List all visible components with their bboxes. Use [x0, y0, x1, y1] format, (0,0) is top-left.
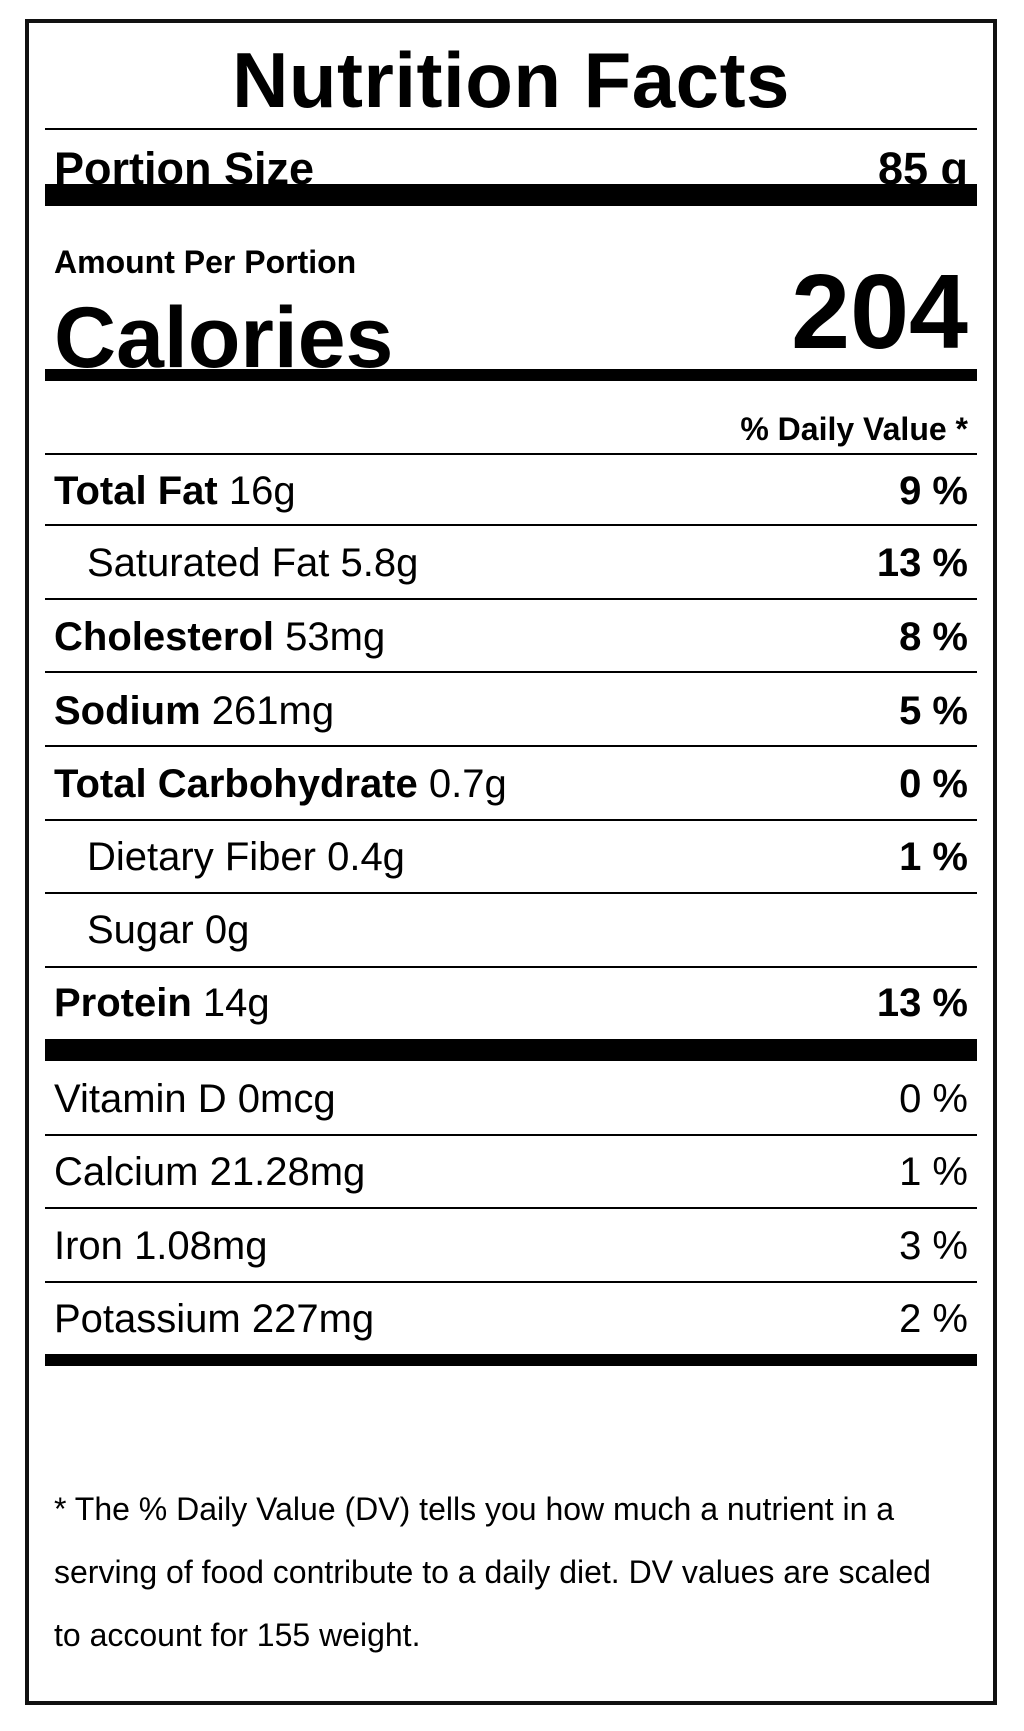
- nutrient-name: Dietary Fiber: [87, 835, 316, 879]
- nutrient-dv: 9 %: [899, 469, 968, 513]
- divider: [45, 745, 977, 747]
- thick-divider: [45, 184, 977, 206]
- medium-divider: [45, 369, 977, 381]
- divider: [45, 892, 977, 894]
- footnote: * The % Daily Value (DV) tells you how m…: [54, 1491, 931, 1653]
- divider: [45, 1207, 977, 1209]
- divider: [45, 524, 977, 526]
- nutrient-amount: 5.8g: [340, 541, 419, 585]
- nutrient-name: Iron: [54, 1224, 123, 1268]
- nutrient-dv: 1 %: [899, 835, 968, 879]
- nutrient-name: Potassium: [54, 1297, 241, 1341]
- nutrient-dv: 3 %: [899, 1224, 968, 1268]
- nutrient-dv: 1 %: [899, 1150, 968, 1194]
- nutrient-amount: 227mg: [251, 1297, 375, 1341]
- nutrient-row-saturated-fat: Saturated Fat 5.8g: [87, 543, 418, 583]
- micronutrient-row-vitamin-d: Vitamin D 0mcg: [54, 1079, 336, 1119]
- nutrient-name: Vitamin D: [54, 1077, 227, 1121]
- divider: [45, 128, 977, 130]
- divider: [45, 819, 977, 821]
- calories-value: 204: [791, 253, 968, 371]
- nutrient-amount: 53mg: [285, 615, 386, 659]
- nutrient-amount: 1.08mg: [134, 1224, 268, 1268]
- nutrient-amount: 21.28mg: [209, 1150, 366, 1194]
- nutrient-amount: 0.7g: [428, 762, 507, 806]
- nutrient-name: Saturated Fat: [87, 541, 330, 585]
- nutrient-amount: 0mcg: [237, 1077, 336, 1121]
- daily-value-header: % Daily Value *: [740, 411, 968, 447]
- nutrient-name: Sodium: [54, 689, 201, 733]
- nutrition-facts-label: Nutrition Facts Portion Size 85 g Amount…: [25, 19, 997, 1705]
- nutrient-dv: 8 %: [899, 615, 968, 659]
- nutrient-row-total-carbohydrate: Total Carbohydrate 0.7g: [54, 764, 507, 804]
- medium-divider: [45, 1354, 977, 1366]
- nutrient-row-sugar: Sugar 0g: [87, 910, 249, 950]
- calories-label: Calories: [54, 290, 394, 386]
- nutrient-name: Total Carbohydrate: [54, 762, 418, 806]
- nutrient-name: Calcium: [54, 1150, 199, 1194]
- divider: [45, 966, 977, 968]
- nutrient-name: Protein: [54, 981, 192, 1025]
- nutrient-dv: 2 %: [899, 1297, 968, 1341]
- nutrient-amount: 0g: [204, 908, 250, 952]
- label-inner: Nutrition Facts Portion Size 85 g Amount…: [45, 23, 977, 1701]
- nutrient-name: Sugar: [87, 908, 194, 952]
- nutrient-dv: 0 %: [899, 1077, 968, 1121]
- nutrient-dv: 13 %: [876, 541, 968, 585]
- divider: [45, 598, 977, 600]
- nutrient-dv: 5 %: [899, 689, 968, 733]
- nutrient-name: Total Fat: [54, 469, 218, 513]
- label-title: Nutrition Facts: [232, 36, 790, 124]
- nutrient-amount: 16g: [228, 469, 296, 513]
- nutrient-name: Cholesterol: [54, 615, 275, 659]
- nutrient-amount: 14g: [202, 981, 270, 1025]
- micronutrient-row-potassium: Potassium 227mg: [54, 1299, 374, 1339]
- divider: [45, 1134, 977, 1136]
- nutrient-dv: 13 %: [876, 981, 968, 1025]
- nutrient-row-protein: Protein 14g: [54, 983, 270, 1023]
- micronutrient-row-calcium: Calcium 21.28mg: [54, 1152, 365, 1192]
- micronutrient-row-iron: Iron 1.08mg: [54, 1226, 267, 1266]
- nutrient-row-dietary-fiber: Dietary Fiber 0.4g: [87, 837, 405, 877]
- nutrient-amount: 261mg: [211, 689, 335, 733]
- nutrient-row-sodium: Sodium 261mg: [54, 691, 334, 731]
- thick-divider: [45, 1039, 977, 1061]
- nutrient-amount: 0.4g: [327, 835, 405, 879]
- portion-size-label: Portion Size: [54, 143, 315, 194]
- amount-per-portion: Amount Per Portion: [54, 244, 357, 280]
- divider: [45, 1281, 977, 1283]
- divider: [45, 453, 977, 455]
- divider: [45, 671, 977, 673]
- nutrient-row-cholesterol: Cholesterol 53mg: [54, 617, 385, 657]
- portion-size-value: 85 g: [877, 143, 968, 194]
- nutrient-row-total-fat: Total Fat 16g: [54, 471, 296, 511]
- nutrient-dv: 0 %: [899, 762, 968, 806]
